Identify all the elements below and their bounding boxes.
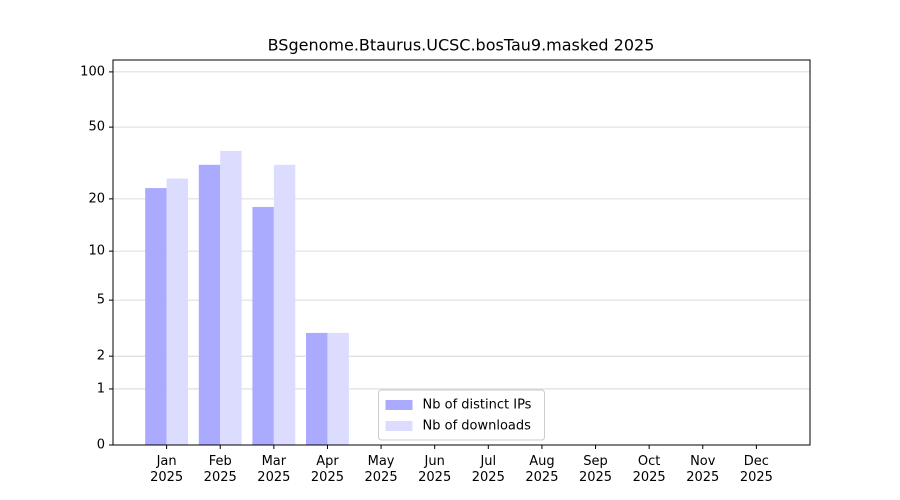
x-tick-label: Jan 2025 xyxy=(150,454,183,485)
x-tick-label: Jul 2025 xyxy=(472,454,505,485)
x-tick-label: Sep 2025 xyxy=(579,454,612,485)
bar xyxy=(198,164,221,445)
legend-label: Nb of distinct IPs xyxy=(423,398,532,413)
y-tick-label: 5 xyxy=(97,293,105,308)
chart-title: BSgenome.Btaurus.UCSC.bosTau9.masked 202… xyxy=(268,36,655,55)
y-tick-label: 20 xyxy=(88,191,105,206)
x-tick-label: Jun 2025 xyxy=(418,454,451,485)
bar xyxy=(306,332,328,445)
x-tick-label: Mar 2025 xyxy=(257,454,290,485)
bar xyxy=(220,150,242,445)
bar xyxy=(273,164,296,445)
x-tick-label: Apr 2025 xyxy=(311,454,344,485)
x-tick-label: Dec 2025 xyxy=(740,454,773,485)
legend-label: Nb of downloads xyxy=(423,419,532,434)
bar xyxy=(327,332,349,445)
x-tick-label: Oct 2025 xyxy=(633,454,666,485)
y-tick-label: 100 xyxy=(80,64,105,79)
plot-frame xyxy=(112,59,811,446)
y-tick-label: 0 xyxy=(97,438,105,453)
bar xyxy=(252,206,274,445)
y-tick-label: 10 xyxy=(88,244,105,259)
x-tick-label: Nov 2025 xyxy=(686,454,719,485)
y-tick-label: 1 xyxy=(97,381,105,396)
x-tick-label: May 2025 xyxy=(365,454,398,485)
x-tick-label: Feb 2025 xyxy=(204,454,237,485)
y-tick-label: 2 xyxy=(97,349,105,364)
legend-swatch xyxy=(385,400,413,410)
bar xyxy=(145,188,167,445)
y-tick-label: 50 xyxy=(88,120,105,135)
legend-box xyxy=(378,389,545,441)
legend-swatch xyxy=(385,421,413,431)
x-tick-label: Aug 2025 xyxy=(525,454,558,485)
bar xyxy=(166,178,189,446)
